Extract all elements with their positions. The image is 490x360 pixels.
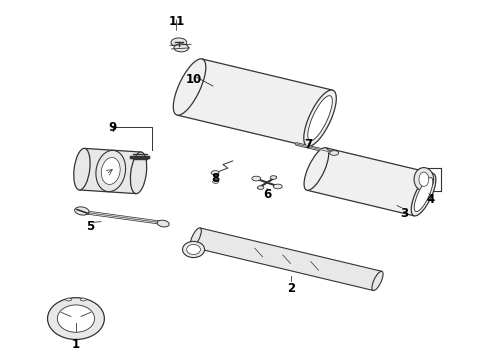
Text: 9: 9: [109, 121, 117, 134]
Ellipse shape: [211, 171, 219, 175]
Ellipse shape: [414, 168, 434, 191]
Ellipse shape: [419, 172, 429, 186]
Ellipse shape: [66, 298, 72, 301]
Ellipse shape: [157, 220, 169, 227]
Text: 8: 8: [212, 172, 220, 185]
Text: 4: 4: [426, 193, 434, 206]
Ellipse shape: [101, 158, 120, 184]
Ellipse shape: [182, 242, 205, 258]
Ellipse shape: [411, 173, 436, 216]
Text: 10: 10: [185, 73, 202, 86]
Ellipse shape: [372, 271, 383, 291]
Ellipse shape: [308, 96, 332, 141]
Ellipse shape: [190, 228, 201, 247]
Ellipse shape: [304, 90, 336, 147]
Ellipse shape: [130, 152, 147, 194]
Ellipse shape: [270, 176, 277, 179]
Ellipse shape: [414, 177, 433, 212]
Ellipse shape: [74, 148, 90, 190]
Ellipse shape: [74, 207, 89, 215]
Circle shape: [48, 298, 104, 339]
Ellipse shape: [273, 184, 282, 189]
Polygon shape: [307, 148, 433, 216]
Ellipse shape: [96, 150, 125, 192]
Polygon shape: [192, 228, 382, 291]
Text: 2: 2: [288, 282, 295, 295]
Ellipse shape: [80, 298, 86, 301]
Circle shape: [57, 305, 95, 332]
Ellipse shape: [304, 148, 329, 190]
Ellipse shape: [174, 44, 189, 52]
Ellipse shape: [171, 38, 187, 47]
Text: 7: 7: [305, 138, 313, 151]
Ellipse shape: [330, 151, 339, 156]
Polygon shape: [177, 59, 332, 146]
Ellipse shape: [258, 186, 264, 189]
Text: 3: 3: [400, 207, 408, 220]
Ellipse shape: [213, 180, 219, 184]
Polygon shape: [79, 148, 141, 194]
Text: 6: 6: [263, 188, 271, 201]
Ellipse shape: [173, 59, 206, 115]
Text: 1: 1: [72, 338, 80, 351]
Ellipse shape: [252, 176, 261, 181]
Text: 11: 11: [168, 15, 185, 28]
Text: 5: 5: [87, 220, 95, 233]
Ellipse shape: [187, 244, 200, 255]
